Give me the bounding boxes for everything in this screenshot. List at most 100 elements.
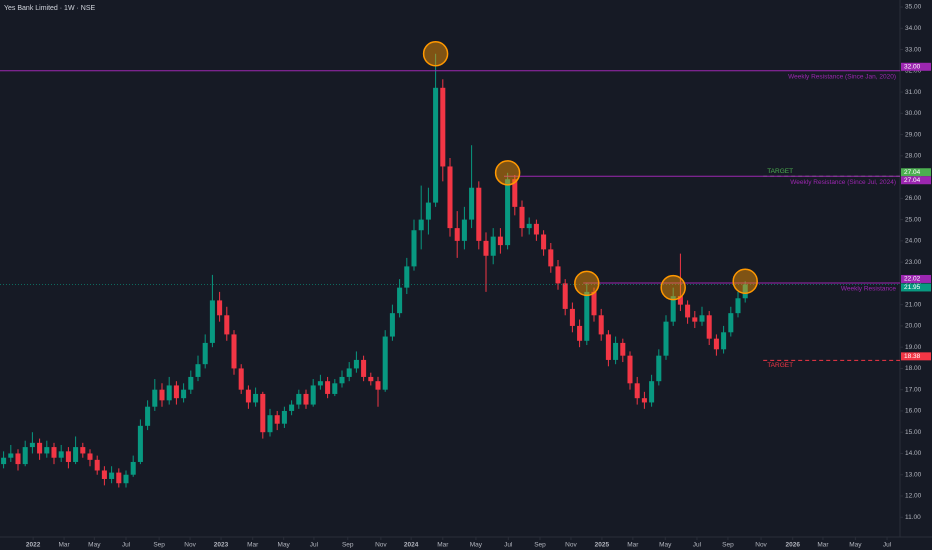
candle-body [418,219,424,231]
price-tag [901,176,931,185]
x-tick-label: Nov [755,542,767,549]
y-tick-label: 17.00 [905,386,922,393]
candle-body [15,453,21,465]
y-tick-label: 33.00 [905,46,922,53]
candle-body [22,447,28,465]
level-label: Weekly Resistance (Since Jul, 2024) [790,179,896,186]
candle-body [145,406,151,426]
candle-body [721,332,727,350]
candle-body [159,389,165,401]
x-tick-label: Jul [122,542,131,549]
candle-body [461,219,467,241]
level-label: TARGET [767,362,793,369]
price-tag [901,168,931,177]
y-tick-label: 19.00 [905,344,922,351]
price-tag-label: 27.04 [904,177,921,184]
candle-body [598,315,604,335]
y-tick-label: 29.00 [905,131,922,138]
y-tick-label: 12.00 [905,493,922,500]
candle-body [238,368,244,390]
candle-body [699,315,705,322]
candle-body [519,206,525,229]
candle-body [447,166,453,229]
candle-body [116,472,122,484]
candle-body [584,291,590,341]
candle-body [641,398,647,403]
y-tick-label: 24.00 [905,238,922,245]
candle-body [166,385,172,401]
candle-body [490,236,496,256]
candle-body [80,447,86,454]
candle-body [713,338,719,350]
last-price-label: 21.95 [904,284,921,291]
candle-body [188,376,194,390]
candle-body [1,457,7,465]
highlight-circle [422,41,449,67]
candle-body [274,415,280,424]
price-tag-label: 18.38 [904,353,921,360]
candle-body [433,87,439,203]
candle-body [469,187,475,220]
candle-body [353,359,359,369]
x-tick-label: 2023 [214,542,229,549]
x-tick-label: Mar [58,542,70,549]
candle-body [512,179,518,207]
candle-body [51,447,57,458]
candle-body [706,315,712,339]
candle-body [123,474,129,484]
candle-body [562,283,568,309]
candle-body [137,425,143,462]
candle-body [548,249,554,267]
x-tick-label: May [470,542,483,549]
last-price-tag [901,283,931,292]
x-tick-label: Jul [693,542,702,549]
y-tick-label: 18.00 [905,365,922,372]
candle-body [735,298,741,314]
candle-body [281,410,287,424]
highlight-circle [732,268,758,295]
candle-body [289,404,295,411]
price-tag-label: 27.04 [904,169,921,176]
candle-body [58,451,64,458]
candle-body [663,321,669,356]
y-tick-label: 11.00 [905,514,921,521]
candle-body [303,393,309,405]
candle-body [591,291,597,316]
x-tick-label: Sep [534,542,546,549]
candle-body [382,336,388,390]
level-label: TARGET [767,168,793,175]
candle-body [73,447,79,462]
candle-body [677,296,683,305]
candle-body [605,334,611,360]
level-label: Weekly Resistance (Since Jan, 2020) [788,74,896,81]
x-tick-label: May [849,542,862,549]
candle-body [339,376,345,384]
candle-body [670,296,676,322]
candle-body [656,355,662,382]
x-tick-label: May [278,542,291,549]
y-tick-label: 31.00 [905,89,922,96]
y-tick-label: 21.00 [905,301,922,308]
candle-body [310,385,316,405]
candle-body [634,383,640,399]
candle-body [361,359,367,377]
y-tick-label: 34.00 [905,25,922,32]
y-tick-label: 20.00 [905,323,922,330]
candle-body [202,342,208,365]
y-tick-label: 23.00 [905,259,922,266]
plot-area: Weekly Resistance (Since Jan, 2020) TARGE… [0,41,900,488]
candle-body [29,442,35,448]
candle-body [627,355,633,384]
candle-body [555,266,561,284]
x-tick-label: 2022 [26,542,41,549]
candle-body [620,342,626,356]
highlight-circle [494,160,521,186]
y-tick-label: 13.00 [905,471,922,478]
candle-body [404,266,410,288]
candle-body [649,381,655,403]
y-tick-label: 16.00 [905,408,922,415]
candle-body [497,236,503,246]
candle-body [389,313,395,337]
x-tick-label: 2024 [404,542,419,549]
